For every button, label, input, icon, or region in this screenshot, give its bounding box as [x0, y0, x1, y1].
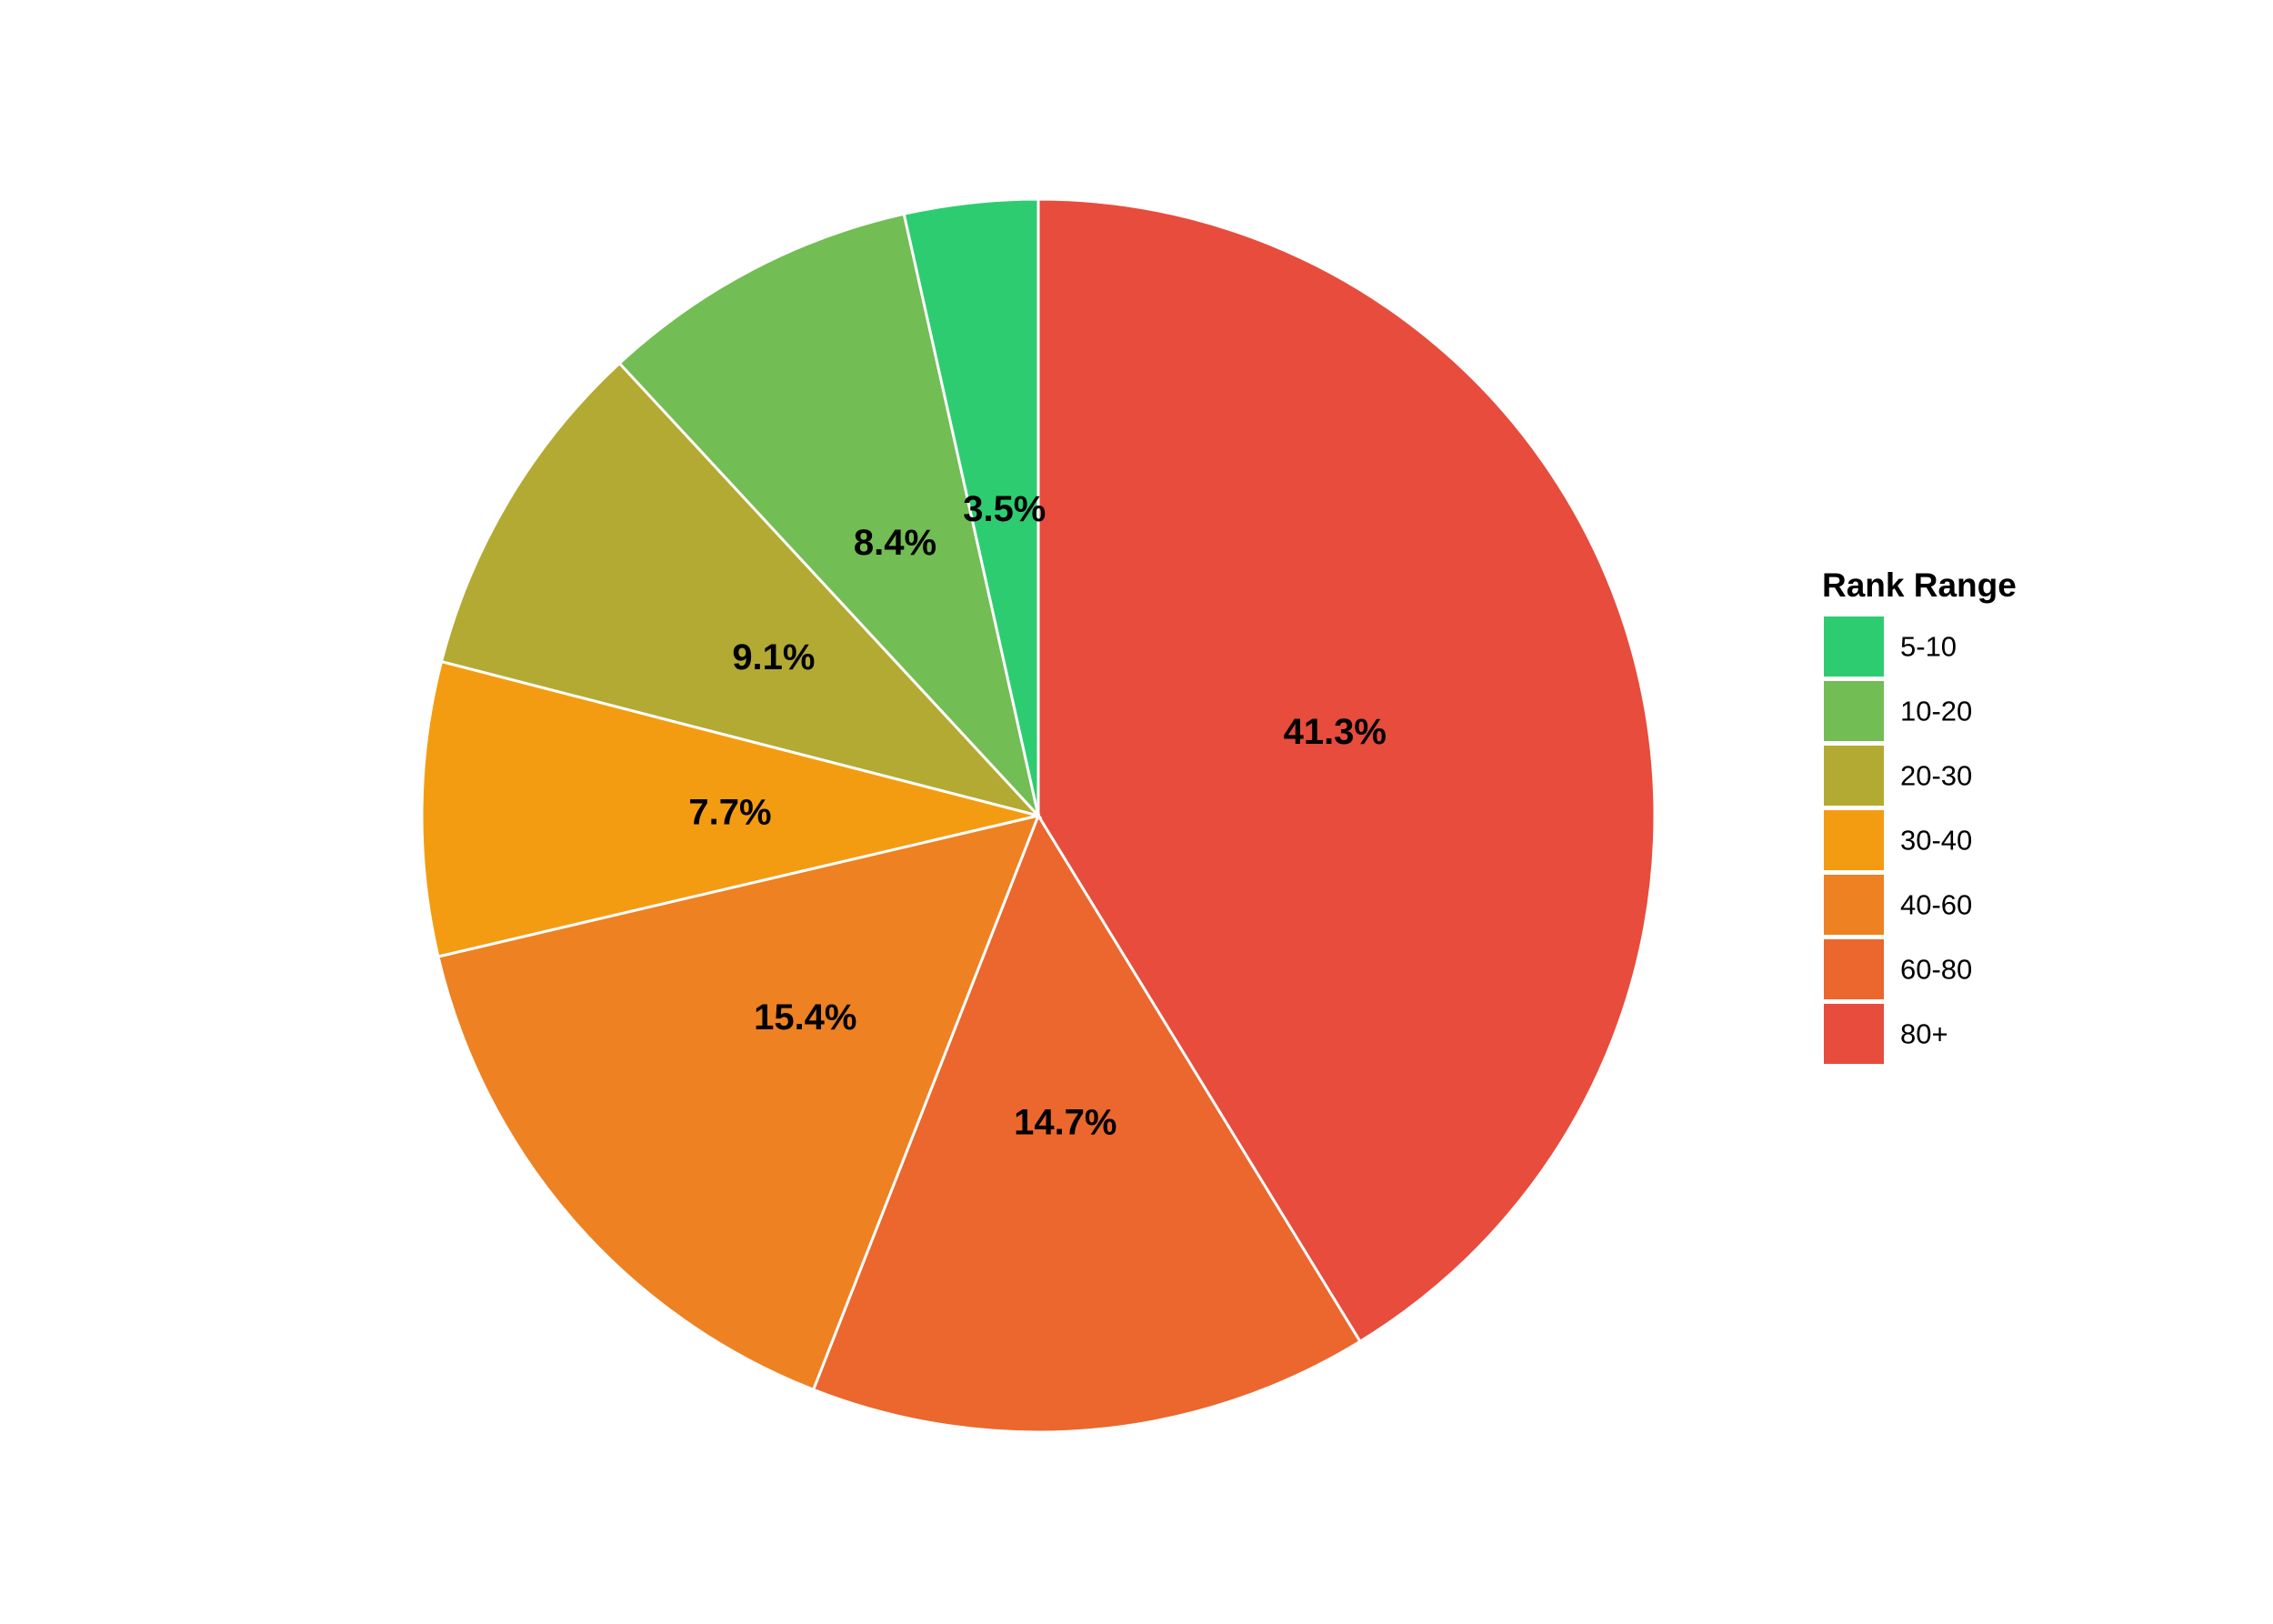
pie-slice-80+ [1036, 197, 1657, 1344]
pie-slice-label-80+: 41.3% [1284, 712, 1387, 752]
legend-swatch-10-20 [1824, 681, 1884, 741]
legend-swatch-80+ [1824, 1004, 1884, 1064]
legend-items: 5-10 10-20 20-30 30-40 40-60 60-80 80+ [1824, 617, 1972, 1064]
pie-slice-60-80 [811, 812, 1363, 1434]
legend-label-40-60: 40-60 [1900, 889, 1972, 921]
legend-label-5-10: 5-10 [1900, 631, 1957, 663]
pie-slice-label-60-80: 14.7% [1014, 1103, 1116, 1143]
pie-slice-label-20-30: 9.1% [732, 637, 815, 677]
pie-slice-10-20 [617, 212, 1041, 821]
legend-label-10-20: 10-20 [1900, 696, 1972, 727]
pie-slice-label-40-60: 15.4% [754, 997, 856, 1038]
pie-slice-label-10-20: 8.4% [854, 523, 936, 563]
pie-slice-5-10 [902, 197, 1040, 817]
pie-slice-label-30-40: 7.7% [688, 792, 771, 832]
legend-swatch-30-40 [1824, 810, 1884, 870]
pie-slice-30-40 [420, 659, 1039, 958]
legend-swatch-60-80 [1824, 939, 1884, 999]
pie-slice-40-60 [436, 813, 1041, 1392]
legend-label-80+: 80+ [1900, 1018, 1948, 1050]
pie-slice-labels: 41.3% 14.7% 15.4% 7.7% 9.1% 8.4% 3.5% [688, 489, 1387, 1143]
legend-swatch-20-30 [1824, 746, 1884, 806]
pie-slice-20-30 [439, 361, 1043, 818]
legend: Rank Range 5-10 10-20 20-30 30-40 40-60 60-80… [1822, 566, 2017, 1064]
pie-slice-label-5-10: 3.5% [963, 489, 1046, 529]
legend-swatch-5-10 [1824, 617, 1884, 677]
legend-swatch-40-60 [1824, 875, 1884, 935]
pie-slices [420, 197, 1657, 1434]
legend-label-60-80: 60-80 [1900, 954, 1972, 986]
legend-label-20-30: 20-30 [1900, 760, 1972, 792]
legend-title: Rank Range [1822, 566, 2017, 604]
legend-label-30-40: 30-40 [1900, 825, 1972, 857]
